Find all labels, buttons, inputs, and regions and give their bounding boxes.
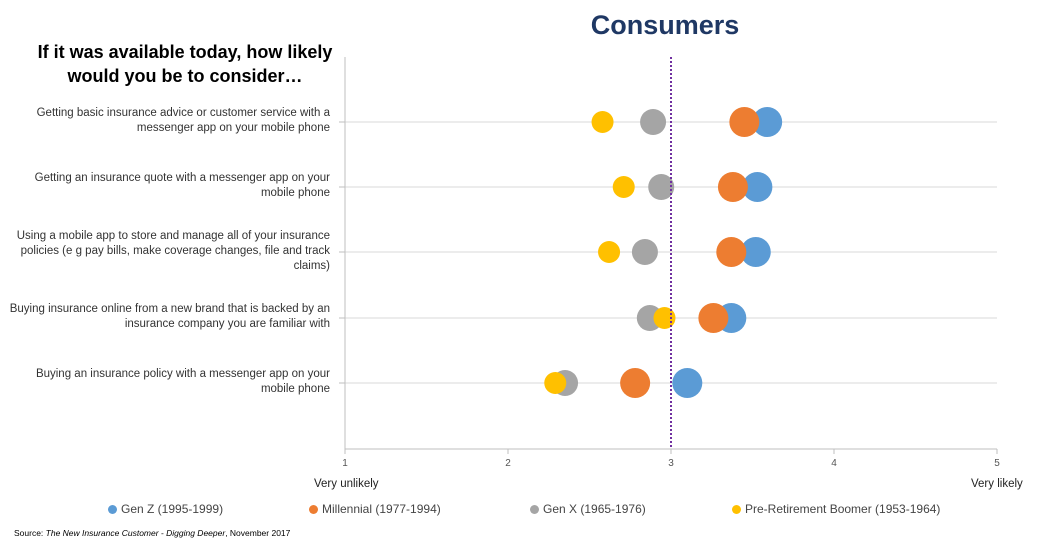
x-tick-label-4: 4 <box>831 458 837 469</box>
category-label-5: Buying an insurance policy with a messen… <box>35 368 330 395</box>
legend-dot-icon <box>108 505 117 514</box>
legend-item-1: Gen Z (1995-1999) <box>108 502 223 516</box>
point-preretirement-1 <box>591 111 614 133</box>
point-gen-1 <box>640 109 667 135</box>
legend-item-4: Pre-Retirement Boomer (1953-1964) <box>732 502 940 516</box>
category-label-2: Getting an insurance quote with a messen… <box>34 172 330 199</box>
point-preretirement-5 <box>544 372 567 394</box>
point-millennial-2 <box>717 172 748 202</box>
legend-label: Millennial (1977-1994) <box>322 502 441 516</box>
point-preretirement-4 <box>653 307 676 329</box>
point-gen-2 <box>742 172 773 202</box>
chart-title: Consumers <box>590 10 740 40</box>
point-gen-2 <box>648 174 675 200</box>
legend: Gen Z (1995-1999) Millennial (1977-1994) G… <box>0 502 1040 518</box>
category-label-1: Getting basic insurance advice or custom… <box>36 107 330 134</box>
source-title: The New Insurance Customer - Digging Dee… <box>45 528 226 538</box>
point-millennial-3 <box>716 237 747 267</box>
point-millennial-4 <box>698 303 729 333</box>
legend-item-2: Millennial (1977-1994) <box>309 502 441 516</box>
source-suffix: , November 2017 <box>225 528 291 538</box>
legend-label: Gen Z (1995-1999) <box>121 502 224 516</box>
scatter-plot: 1 2 3 4 5 <box>339 57 1000 469</box>
point-gen-3 <box>631 239 658 265</box>
point-gen-5 <box>672 368 703 398</box>
point-gen-1 <box>752 107 783 137</box>
x-tick-label-3: 3 <box>668 458 674 469</box>
point-gen-3 <box>740 237 771 267</box>
x-tick-label-5: 5 <box>994 458 1000 469</box>
source-prefix: Source: <box>14 528 46 538</box>
legend-label: Pre-Retirement Boomer (1953-1964) <box>745 502 941 516</box>
x-max-label: Very likely <box>971 478 1023 490</box>
legend-label: Gen X (1965-1976) <box>543 502 646 516</box>
point-preretirement-2 <box>612 176 635 198</box>
survey-question: If it was available today, how likely wo… <box>37 42 333 86</box>
legend-dot-icon <box>309 505 318 514</box>
point-millennial-5 <box>620 368 651 398</box>
category-label-4: Buying insurance online from a new brand… <box>9 303 330 330</box>
point-millennial-1 <box>729 107 760 137</box>
x-tick-label-2: 2 <box>505 458 511 469</box>
point-preretirement-3 <box>598 241 621 263</box>
x-min-label: Very unlikely <box>314 478 379 490</box>
x-tick-label-1: 1 <box>342 458 348 469</box>
source-note: Source: The New Insurance Customer - Dig… <box>14 528 290 538</box>
legend-dot-icon <box>530 505 539 514</box>
legend-dot-icon <box>732 505 741 514</box>
legend-item-3: Gen X (1965-1976) <box>530 502 646 516</box>
category-label-3: Using a mobile app to store and manage a… <box>16 230 330 272</box>
